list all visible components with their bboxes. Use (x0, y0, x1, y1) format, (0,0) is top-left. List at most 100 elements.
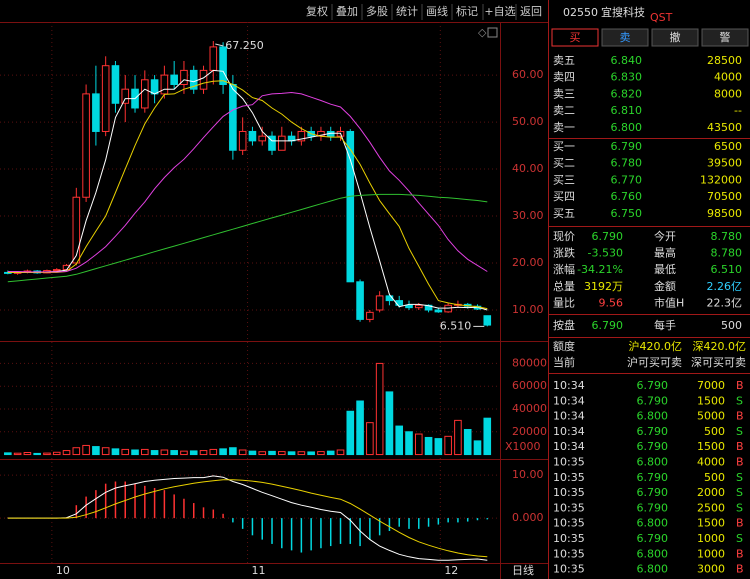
trade-volume: 1000 (697, 532, 725, 545)
stat-label: 最低 (654, 263, 676, 276)
toolbar-button[interactable]: 复权 (306, 4, 328, 18)
trade-time: 10:35 (553, 547, 585, 560)
trade-time: 10:35 (553, 486, 585, 499)
trade-time: 10:34 (553, 379, 585, 392)
candle-body (72, 196, 81, 264)
trade-button-label[interactable]: 卖 (620, 31, 631, 44)
volume-bar (287, 451, 296, 456)
trade-price: 6.800 (637, 517, 669, 530)
volume-bar (268, 450, 276, 456)
candle-body (101, 65, 110, 132)
volume-bar (434, 438, 443, 456)
book-price: 6.770 (611, 173, 643, 186)
x-tick-label: 11 (252, 564, 266, 577)
volume-bar (189, 450, 198, 456)
toolbar-button[interactable]: 多股 (366, 4, 388, 18)
volume-bar (62, 450, 71, 456)
candle-body (483, 315, 492, 326)
stat-label: 每手 (654, 318, 676, 332)
toolbar-button[interactable]: 叠加 (336, 5, 358, 18)
trade-price: 6.790 (637, 471, 669, 484)
candle-body (229, 83, 237, 151)
trade-button[interactable] (601, 28, 649, 47)
candle-body (150, 79, 159, 95)
quota-value: 沪420.0亿 (629, 339, 683, 353)
volume-bar (395, 425, 404, 456)
book-price: 6.840 (611, 54, 643, 67)
icon[interactable]: ◇ (478, 26, 487, 39)
indicator-line (7, 479, 488, 558)
toolbar-button[interactable]: 返回 (520, 5, 542, 18)
toolbar-button[interactable]: +自选 (484, 5, 515, 18)
book-price: 6.820 (611, 87, 643, 100)
volume-bar (375, 362, 384, 456)
toolbar-button[interactable]: 画线 (426, 4, 448, 18)
indicator-line (7, 193, 488, 283)
trade-time: 10:35 (553, 563, 585, 576)
quota-value: 沪可买可卖 (627, 355, 682, 369)
stat-label: 最高 (654, 246, 676, 260)
trade-price: 6.790 (637, 394, 669, 407)
stat-value: 6.790 (592, 230, 624, 243)
trade-price: 6.800 (637, 456, 669, 469)
volume-bar (72, 447, 81, 456)
trade-button[interactable] (651, 28, 699, 47)
icon[interactable] (487, 27, 498, 38)
trade-button-label[interactable]: 警 (720, 30, 731, 44)
book-label: 买四 (553, 190, 575, 203)
stat-value: 8.780 (711, 247, 743, 260)
volume-bar (414, 433, 423, 456)
stat-value: -3.530 (588, 247, 623, 260)
stat-value: 3192万 (584, 280, 623, 293)
book-volume: 6500 (714, 140, 742, 153)
candle-body (278, 135, 286, 151)
trade-button[interactable] (551, 28, 599, 47)
book-price: 6.750 (611, 207, 643, 220)
y-tick-label: 20000 (512, 425, 547, 438)
volume-bar (23, 452, 32, 456)
volume-bar (209, 448, 218, 456)
trade-side: S (736, 501, 743, 514)
y-tick-label: 50.00 (512, 115, 544, 128)
toolbar-button[interactable]: 统计 (396, 5, 418, 18)
trade-price: 6.790 (637, 425, 669, 438)
trade-price: 6.800 (637, 410, 669, 423)
book-price: 6.790 (611, 140, 643, 153)
trade-side: S (736, 471, 743, 484)
trade-side: B (736, 547, 744, 560)
trade-button-label[interactable]: 买 (570, 31, 581, 44)
trade-side: B (736, 517, 744, 530)
candle-body (170, 74, 178, 85)
candle-body (297, 130, 306, 142)
volume-bar (463, 428, 472, 456)
trade-time: 10:34 (553, 425, 585, 438)
volume-bar (473, 440, 482, 456)
annotation-arrow (215, 43, 224, 47)
trade-price: 6.790 (637, 440, 669, 453)
volume-bar (297, 451, 306, 456)
quota-label: 额度 (553, 339, 575, 353)
y-tick-label: 10.00 (512, 468, 544, 481)
trade-button[interactable] (701, 28, 749, 47)
book-price: 6.810 (611, 104, 643, 117)
trade-side: B (736, 379, 744, 392)
stat-label: 涨幅 (553, 263, 575, 276)
trade-price: 6.790 (637, 379, 669, 392)
trade-volume: 1000 (697, 547, 725, 560)
y-tick-label: 30.00 (512, 209, 544, 222)
trade-button-label[interactable]: 撤 (670, 30, 681, 44)
trade-price: 6.800 (637, 547, 669, 560)
volume-bar (317, 451, 325, 456)
y-tick-label: 0.000 (512, 511, 544, 524)
y-tick-label: 40.00 (512, 162, 544, 175)
volume-bar (52, 451, 61, 456)
volume-bar (444, 435, 452, 456)
stat-label: 现价 (553, 230, 575, 243)
toolbar-button[interactable]: 标记 (456, 4, 478, 18)
stat-label: 涨跌 (553, 246, 575, 260)
book-volume: 70500 (707, 190, 742, 203)
trade-time: 10:35 (553, 471, 585, 484)
candle-body (238, 130, 247, 151)
quota-value: 深可买可卖 (691, 356, 746, 369)
